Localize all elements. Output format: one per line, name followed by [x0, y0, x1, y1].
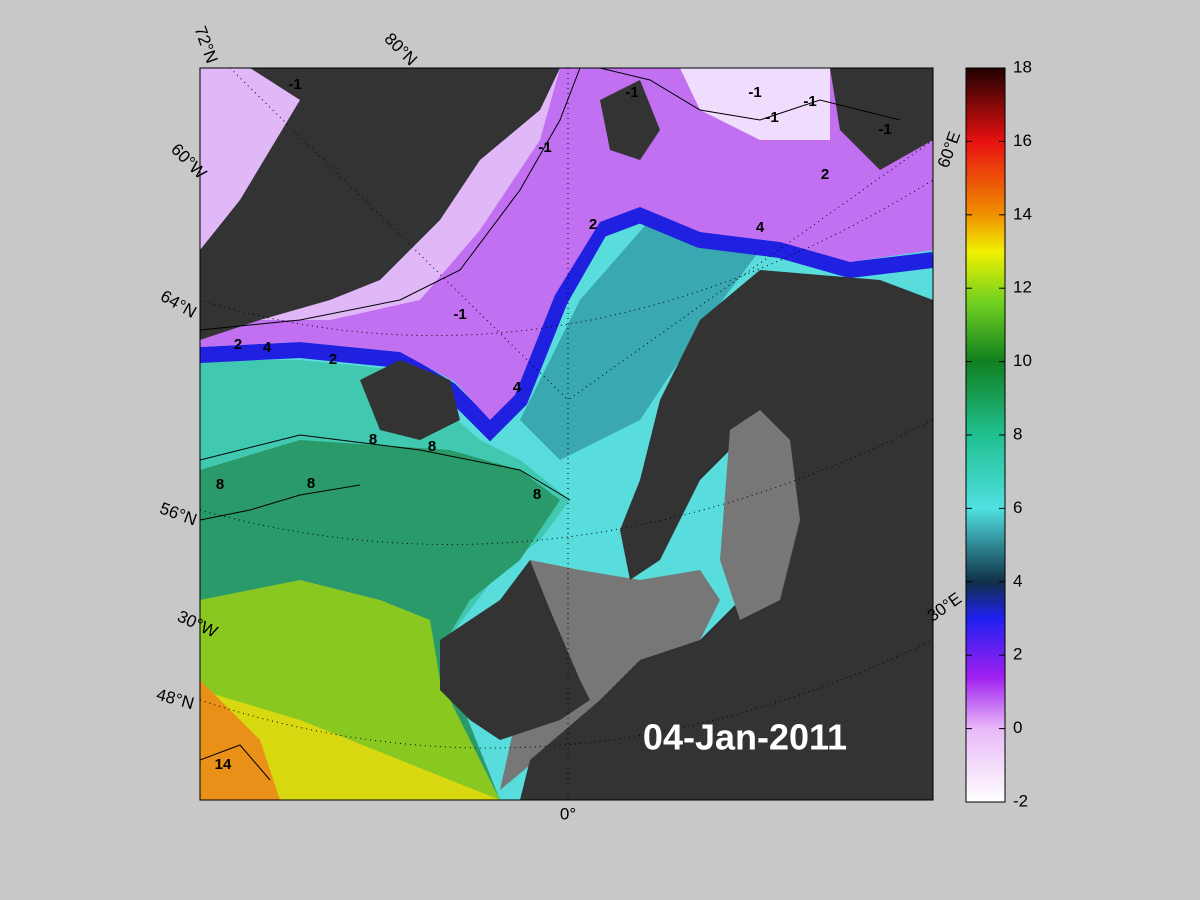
- contour-label: -1: [538, 139, 551, 156]
- land-svalbard: [600, 80, 660, 160]
- ocean-white: [680, 68, 830, 140]
- colorbar-tick-label: 6: [1013, 498, 1022, 517]
- land-britain: [440, 560, 590, 740]
- ocean-orange: [200, 680, 280, 800]
- colorbar-tick-label: 8: [1013, 424, 1022, 443]
- land-scandinavia: [520, 270, 933, 800]
- colorbar: [965, 67, 1006, 803]
- contour-label: 2: [821, 166, 829, 183]
- contour-label: -1: [288, 76, 301, 93]
- colorbar-ticks: -2 0 2 4 6 8 10 12 14 16 18: [966, 57, 1032, 810]
- colorbar-tick-label: 0: [1013, 718, 1022, 737]
- ocean-yellow: [200, 690, 500, 800]
- graticule: [200, 68, 933, 800]
- land-arctic: [830, 68, 933, 170]
- colorbar-tick-label: 12: [1013, 278, 1032, 297]
- contour-label: 8: [307, 475, 315, 492]
- shelf-north-sea: [500, 560, 720, 790]
- contours: [200, 68, 901, 781]
- date-label: 04-Jan-2011: [643, 717, 847, 758]
- colorbar-tick-label: 2: [1013, 645, 1022, 664]
- graticule-label: 0°: [560, 804, 576, 823]
- contour-label: 2: [234, 336, 242, 353]
- contour-label: -1: [453, 306, 466, 323]
- contour-label: 2: [329, 351, 337, 368]
- contour-label: 4: [756, 219, 765, 236]
- land-greenland: [200, 68, 560, 340]
- ocean-teal: [520, 220, 760, 460]
- contour-label: 14: [215, 756, 232, 773]
- colorbar-tick-label: 16: [1013, 131, 1032, 150]
- contour-label: 4: [513, 379, 522, 396]
- colorbar-tick-label: 14: [1013, 204, 1032, 223]
- colorbar-tick-label: 10: [1013, 351, 1032, 370]
- contour-label: 8: [533, 486, 541, 503]
- contour-label: 4: [263, 339, 272, 356]
- contour-label: -1: [625, 84, 638, 101]
- shelf-baltic: [720, 410, 800, 620]
- contour-label: 8: [216, 476, 224, 493]
- contour-label: -1: [803, 93, 816, 110]
- contour-label: 8: [369, 431, 377, 448]
- contour-label: 8: [428, 438, 436, 455]
- colorbar-tick-label: 18: [1013, 57, 1032, 76]
- contour-label: -1: [878, 121, 891, 138]
- colorbar-tick-label: -2: [1013, 791, 1028, 810]
- land-iceland: [360, 360, 460, 440]
- colorbar-tick-label: 4: [1013, 571, 1022, 590]
- map-frame: [199, 67, 934, 801]
- contour-label: -1: [765, 109, 778, 126]
- contour-label: -1: [748, 84, 761, 101]
- contour-label: 2: [589, 216, 597, 233]
